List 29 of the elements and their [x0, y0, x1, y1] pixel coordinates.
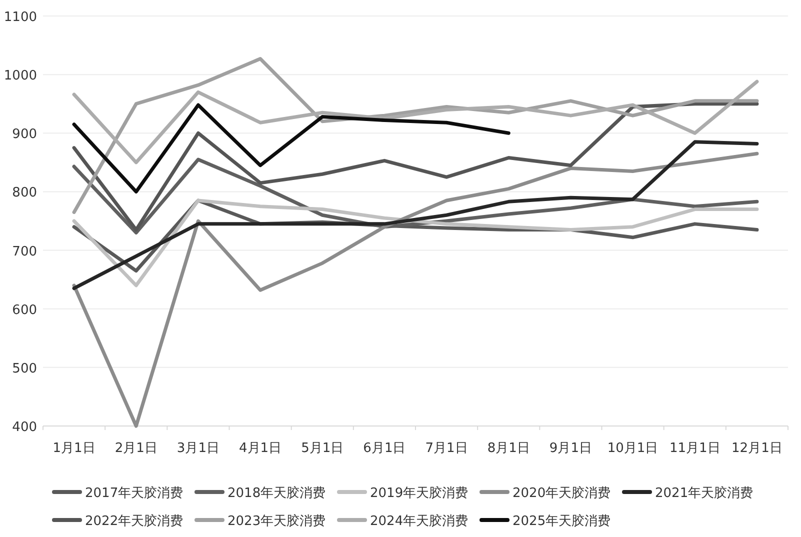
y-tick-label: 900 — [12, 127, 37, 142]
x-tick-label: 2月1日 — [114, 441, 158, 456]
legend-label: 2019年天胶消费 — [370, 486, 468, 501]
y-tick-label: 500 — [12, 361, 37, 376]
y-tick-label: 1000 — [4, 68, 37, 84]
x-tick-label: 11月1日 — [669, 441, 720, 456]
legend-label: 2020年天胶消费 — [512, 486, 611, 501]
legend-label: 2023年天胶消费 — [228, 514, 326, 529]
x-tick-label: 12月1日 — [732, 441, 782, 456]
x-tick-label: 3月1日 — [176, 441, 220, 456]
y-tick-label: 600 — [12, 302, 37, 318]
legend-label: 2025年天胶消费 — [512, 514, 611, 529]
y-tick-label: 700 — [12, 244, 37, 260]
legend-label: 2017年天胶消费 — [85, 486, 184, 501]
x-tick-label: 7月1日 — [425, 441, 468, 456]
legend-label: 2022年天胶消费 — [85, 514, 184, 529]
x-tick-label: 9月1日 — [549, 441, 592, 456]
x-tick-label: 10月1日 — [607, 441, 658, 456]
legend-label: 2024年天胶消费 — [370, 514, 468, 529]
legend-label: 2021年天胶消费 — [655, 486, 754, 501]
x-tick-label: 4月1日 — [239, 441, 282, 456]
x-tick-label: 5月1日 — [301, 441, 344, 456]
y-tick-label: 400 — [12, 420, 37, 435]
x-tick-label: 1月1日 — [52, 441, 96, 456]
y-tick-label: 800 — [12, 186, 37, 201]
y-tick-label: 1100 — [4, 10, 37, 25]
x-tick-label: 8月1日 — [487, 441, 530, 456]
x-tick-label: 6月1日 — [363, 441, 406, 456]
legend-label: 2018年天胶消费 — [228, 486, 326, 501]
